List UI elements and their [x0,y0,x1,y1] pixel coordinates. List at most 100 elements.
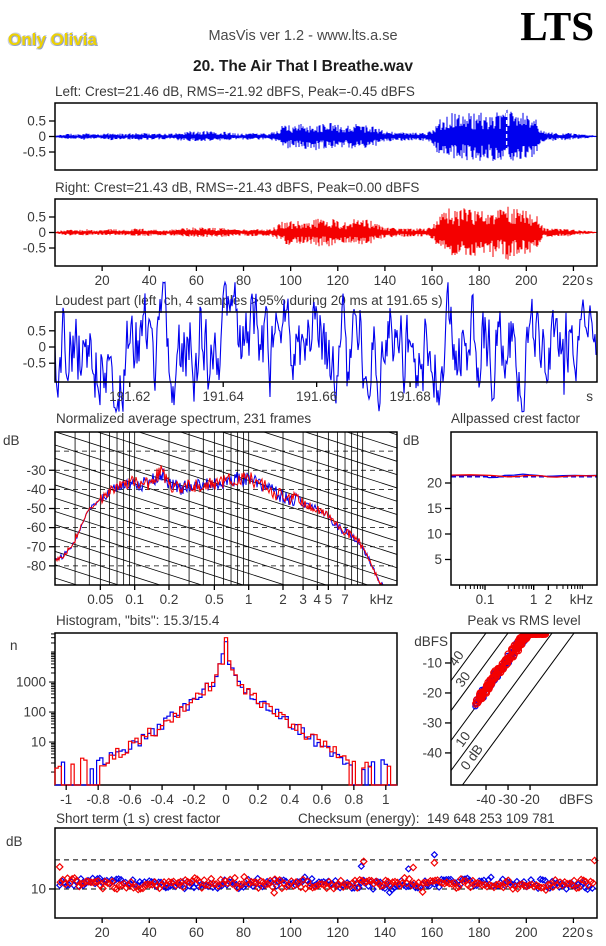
svg-text:160: 160 [421,925,444,940]
svg-text:-40: -40 [476,792,496,807]
svg-text:180: 180 [468,925,491,940]
right-channel-stats: Right: Crest=21.43 dB, RMS=-21.43 dBFS, … [55,180,420,195]
svg-text:2: 2 [545,592,553,607]
histogram-n-unit-label: n [10,638,18,653]
peakrms-title: Peak vs RMS level [467,613,581,628]
shortterm-title: Short term (1 s) crest factor [56,811,221,826]
svg-text:-30: -30 [26,463,46,478]
svg-text:100: 100 [23,705,46,720]
svg-text:140: 140 [374,925,397,940]
svg-text:-0.6: -0.6 [118,792,141,807]
svg-text:-50: -50 [26,501,46,516]
svg-text:-0.5: -0.5 [23,241,46,256]
svg-text:180: 180 [468,273,491,288]
svg-text:dBFS: dBFS [559,792,593,807]
svg-text:-1: -1 [60,792,72,807]
svg-text:-70: -70 [26,539,46,554]
svg-text:200: 200 [515,273,538,288]
svg-text:10: 10 [31,881,46,896]
svg-text:0.5: 0.5 [205,592,224,607]
svg-text:-0.2: -0.2 [182,792,205,807]
svg-text:160: 160 [421,273,444,288]
svg-text:-40: -40 [26,482,46,497]
svg-text:0.4: 0.4 [281,792,300,807]
histogram-title: Histogram, "bits": 15.3/15.4 [56,613,220,628]
svg-text:0.1: 0.1 [476,592,495,607]
svg-text:191.66: 191.66 [296,389,337,404]
svg-text:0.1: 0.1 [125,592,144,607]
svg-text:3: 3 [299,592,307,607]
svg-text:40: 40 [446,648,467,669]
lts-logo: LTS [520,3,594,49]
left-channel-stats: Left: Crest=21.46 dB, RMS=-21.92 dBFS, P… [55,84,415,99]
svg-text:1: 1 [245,592,253,607]
svg-text:1: 1 [382,792,390,807]
svg-text:0.5: 0.5 [27,323,46,338]
svg-text:100: 100 [279,273,302,288]
svg-text:s: s [586,273,593,288]
svg-text:220: 220 [562,273,585,288]
peak-vs-rms-plot: 40 30 10 0 dB -10 -20 -30 -40 -40 -30 -20 dBFS [422,632,598,807]
svg-text:60: 60 [189,273,204,288]
checksum-label: Checksum (energy): 149 648 253 109 781 [298,811,555,826]
svg-text:5: 5 [434,552,442,567]
svg-text:-20: -20 [520,792,540,807]
svg-text:-0.5: -0.5 [23,145,46,160]
svg-text:30: 30 [452,669,473,690]
svg-text:0: 0 [38,340,46,355]
peakrms-dbfs-unit-label: dBFS [414,634,448,649]
svg-text:80: 80 [236,273,251,288]
svg-text:80: 80 [236,925,251,940]
svg-text:1000: 1000 [16,675,46,690]
svg-text:-30: -30 [422,715,442,730]
svg-text:-0.4: -0.4 [150,792,174,807]
loudest-part-title: Loudest part (left ch, 4 samples >95% du… [55,293,443,308]
svg-text:200: 200 [515,925,538,940]
svg-text:1: 1 [530,592,538,607]
svg-text:0.8: 0.8 [344,792,363,807]
svg-text:140: 140 [374,273,397,288]
allpassed-db-unit-label: dB [403,433,420,448]
left-waveform-plot: 0.5 0 -0.5 [23,102,598,171]
svg-text:0.2: 0.2 [160,592,179,607]
svg-text:0.5: 0.5 [27,113,46,128]
allpassed-title: Allpassed crest factor [451,411,581,426]
svg-text:2: 2 [279,592,287,607]
spectrum-title: Normalized average spectrum, 231 frames [56,411,312,426]
svg-text:-0.8: -0.8 [87,792,110,807]
track-title: 20. The Air That I Breathe.wav [193,58,413,75]
spectrum-db-unit-label: dB [3,433,20,448]
svg-text:60: 60 [189,925,204,940]
svg-text:kHz: kHz [570,592,593,607]
svg-text:120: 120 [327,925,350,940]
app-version-text: MasVis ver 1.2 - www.lts.a.se [208,28,398,44]
svg-text:191.62: 191.62 [109,389,150,404]
svg-text:20: 20 [95,925,110,940]
svg-text:-20: -20 [422,685,442,700]
svg-text:220: 220 [562,925,585,940]
svg-text:-30: -30 [498,792,518,807]
svg-text:40: 40 [142,925,157,940]
svg-text:10: 10 [452,729,473,750]
svg-text:120: 120 [327,273,350,288]
right-waveform-plot: 0.5 0 -0.5 20 40 60 80 100 120 140 160 180 200 220 s [23,198,598,288]
svg-text:0.6: 0.6 [312,792,331,807]
svg-text:-0.5: -0.5 [23,356,46,371]
sample-histogram-plot: 10 100 1000 -1 -0.8 -0.6 -0.4 -0.2 0 0.2 0.4 0.6 0.8… [16,632,398,807]
shortterm-crest-plot: 10 20 40 60 80 100 120 140 160 180 200 220 s [31,827,599,940]
svg-text:20: 20 [95,273,110,288]
loudest-part-plot: 0.5 0 -0.5 191.62 191.64 191.66 191.68 s [23,280,598,414]
svg-text:191.68: 191.68 [389,389,430,404]
svg-text:7: 7 [341,592,349,607]
svg-text:100: 100 [279,925,302,940]
artist-name: Only Olivia [8,30,97,49]
allpassed-crest-plot: 5 10 15 20 0.1 1 2 kHz [427,431,598,607]
svg-text:10: 10 [31,735,46,750]
svg-text:s: s [586,925,593,940]
svg-text:5: 5 [325,592,333,607]
svg-text:0.2: 0.2 [249,792,268,807]
svg-text:4: 4 [314,592,322,607]
svg-text:20: 20 [427,476,442,491]
svg-text:191.64: 191.64 [203,389,245,404]
svg-text:10: 10 [427,527,442,542]
